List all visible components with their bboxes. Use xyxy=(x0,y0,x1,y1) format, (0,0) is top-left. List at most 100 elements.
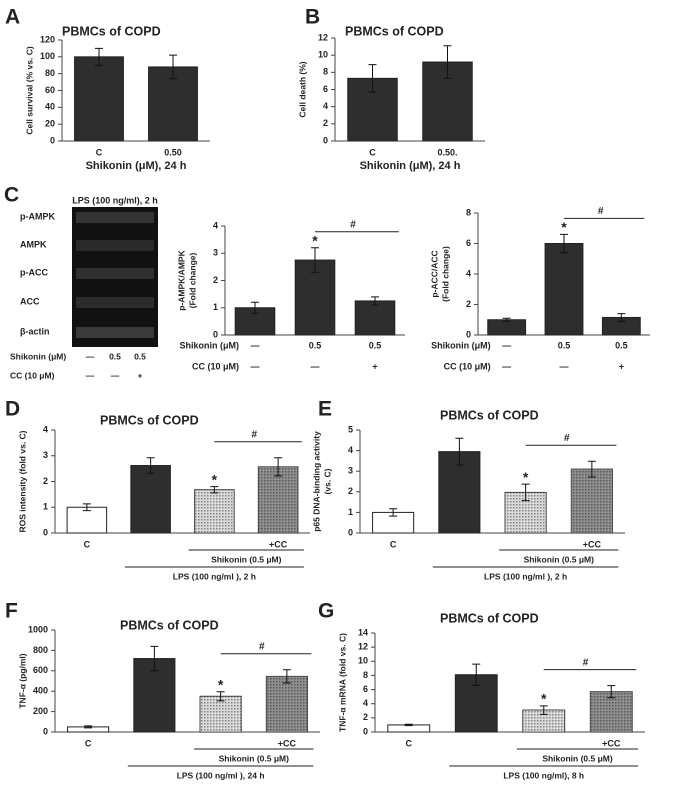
y-tick-label: 8 xyxy=(466,207,471,217)
y-tick-label: 4 xyxy=(348,445,353,455)
x-tick-label: C xyxy=(390,539,397,549)
x-tick-label: +CC xyxy=(602,738,621,748)
condition-label: CC (10 μM) xyxy=(10,370,55,380)
bar-texture xyxy=(590,691,633,732)
error-bar xyxy=(150,645,159,672)
blot-row-label: p-AMPK xyxy=(20,211,55,221)
y-tick-label: 600 xyxy=(33,665,48,675)
error-bar xyxy=(587,460,596,478)
group-label: LPS (100 ng/ml ), 24 h xyxy=(177,770,265,780)
condition-value: — xyxy=(311,361,320,371)
condition-value: — xyxy=(560,361,569,371)
y-tick-label: 0 xyxy=(50,135,55,145)
group-label: Shikonin (0.5 μM) xyxy=(524,554,595,564)
error-bar xyxy=(404,723,413,727)
significance-marker: * xyxy=(523,469,529,485)
band xyxy=(76,240,154,251)
condition-label: Shikonin (μM) xyxy=(180,340,240,350)
y-tick-label: 1000 xyxy=(28,624,48,634)
y-tick-label: 2 xyxy=(323,118,328,128)
bar-texture xyxy=(266,676,308,732)
error-bar xyxy=(82,503,91,512)
chart-title: PBMCs of COPD xyxy=(345,24,444,38)
y-axis-label: TNF-α mRNA (fold vs. C) xyxy=(337,633,347,732)
condition-value: 0.5 xyxy=(134,351,146,361)
y-tick-label: 1 xyxy=(348,507,353,517)
group-label: Shikonin (0.5 μM) xyxy=(211,554,282,564)
error-bar xyxy=(521,483,530,502)
y-axis-label: (Fold change) xyxy=(440,246,450,302)
group-label: LPS (100 ng/ml ), 2 h xyxy=(173,571,256,581)
condition-value: — xyxy=(502,361,511,371)
x-axis-label: Shikonin (μM), 24 h xyxy=(86,160,187,172)
band xyxy=(76,268,154,279)
y-tick-label: 4 xyxy=(363,698,368,708)
y-tick-label: 0 xyxy=(348,527,353,537)
y-tick-label: 80 xyxy=(45,68,55,78)
y-axis-label: p65 DNA-binding activity xyxy=(311,431,321,532)
y-axis-label: (vs. C) xyxy=(322,468,332,494)
significance-marker: * xyxy=(312,233,318,249)
blot-row-label: ACC xyxy=(20,296,40,306)
x-tick-label: C xyxy=(85,738,92,748)
y-tick-label: 2 xyxy=(363,712,368,722)
bar xyxy=(148,66,198,142)
y-tick-label: 5 xyxy=(348,424,353,434)
significance-marker: * xyxy=(212,471,218,487)
panel-letter: C xyxy=(4,184,19,207)
significance-marker: * xyxy=(218,676,224,692)
panel-letter: A xyxy=(5,6,20,29)
panel-letter: G xyxy=(318,600,334,623)
error-bar xyxy=(455,437,464,466)
hash-marker: # xyxy=(564,433,570,444)
x-tick-label: +CC xyxy=(583,539,602,549)
error-bar xyxy=(371,296,379,306)
error-bar xyxy=(169,54,177,80)
y-tick-label: 6 xyxy=(466,238,471,248)
y-tick-label: 3 xyxy=(348,466,353,476)
y-tick-label: 12 xyxy=(358,642,368,652)
bar-texture xyxy=(522,710,565,732)
error-bar xyxy=(560,233,568,254)
error-bar xyxy=(472,663,481,686)
error-bar xyxy=(443,45,452,79)
band xyxy=(76,212,154,223)
y-tick-label: 0 xyxy=(323,135,328,145)
y-axis-label: p-ACC/ACC xyxy=(429,250,439,297)
x-tick-label: C xyxy=(96,147,103,157)
y-tick-label: 1 xyxy=(213,302,218,312)
y-tick-label: 40 xyxy=(45,102,55,112)
y-tick-label: 20 xyxy=(45,119,55,129)
condition-value: 0.5 xyxy=(369,340,382,350)
error-bar xyxy=(539,705,548,715)
chart-title: PBMCs of COPD xyxy=(120,618,219,632)
condition-value: — xyxy=(86,351,95,361)
y-axis-label: ROS intensity (fold vs. C) xyxy=(17,430,27,532)
error-bar xyxy=(389,508,398,517)
error-bar xyxy=(146,457,155,474)
y-tick-label: 2 xyxy=(213,275,218,285)
y-tick-label: 3 xyxy=(213,248,218,258)
y-tick-label: 120 xyxy=(40,34,55,44)
hash-marker: # xyxy=(583,657,589,668)
chart-title: PBMCs of COPD xyxy=(440,611,539,625)
error-bar xyxy=(251,301,259,314)
y-tick-label: 0 xyxy=(213,329,218,339)
x-tick-label: 0.50. xyxy=(437,147,457,157)
error-bar xyxy=(84,725,93,729)
band xyxy=(76,327,154,338)
y-tick-label: 0 xyxy=(363,726,368,736)
panel-letter: E xyxy=(318,398,332,421)
y-tick-label: 10 xyxy=(318,50,328,60)
x-tick-label: +CC xyxy=(278,738,297,748)
bar xyxy=(130,465,171,534)
bar xyxy=(487,319,527,336)
y-tick-label: 400 xyxy=(33,686,48,696)
panel-letter: D xyxy=(5,398,20,421)
condition-value: — xyxy=(86,370,95,380)
bar xyxy=(354,300,396,336)
condition-value: 0.5 xyxy=(615,340,628,350)
x-tick-label: C xyxy=(84,539,91,549)
x-tick-label: C xyxy=(369,147,376,157)
